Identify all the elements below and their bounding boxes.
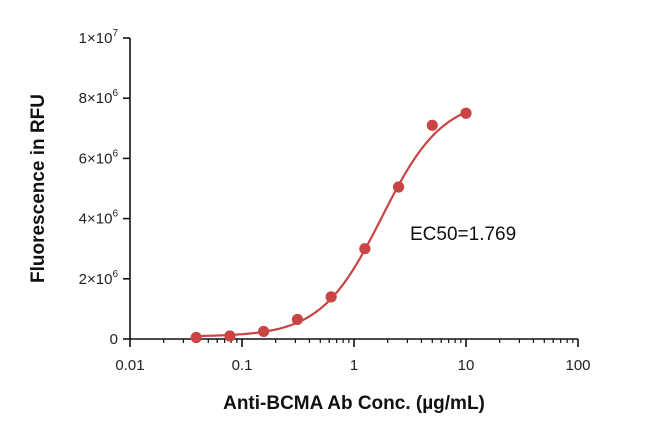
- x-tick-label: 100: [565, 357, 590, 374]
- y-tick-label: 0: [110, 331, 118, 348]
- ec50-annotation: EC50=1.769: [410, 224, 516, 245]
- data-points: [190, 107, 472, 344]
- x-tick-label: 0.1: [232, 357, 253, 374]
- y-axis-title: Fluorescence in RFU: [28, 94, 49, 283]
- y-tick-label: 6×106: [79, 148, 119, 167]
- x-tick-label: 0.01: [115, 357, 144, 374]
- x-tick-label: 10: [458, 357, 475, 374]
- data-point: [426, 119, 438, 131]
- data-point: [291, 313, 304, 326]
- data-point: [258, 325, 270, 338]
- data-point: [359, 243, 371, 255]
- x-tick-label: 1: [350, 357, 358, 374]
- x-axis-title: Anti-BCMA Ab Conc. (µg/mL): [223, 393, 485, 414]
- y-tick-label: 8×106: [79, 88, 119, 107]
- data-point: [325, 291, 337, 303]
- data-point: [190, 331, 202, 344]
- y-tick-label: 2×106: [79, 269, 119, 288]
- y-tick-label: 4×106: [79, 209, 119, 228]
- data-point: [224, 330, 236, 342]
- y-tick-label: 1×107: [79, 28, 119, 47]
- axes: 0 2×106 4×106 6×106 8×106 1×107 0.01 0.1 1 10 100: [79, 28, 591, 374]
- data-point: [460, 107, 472, 119]
- data-point: [392, 181, 405, 193]
